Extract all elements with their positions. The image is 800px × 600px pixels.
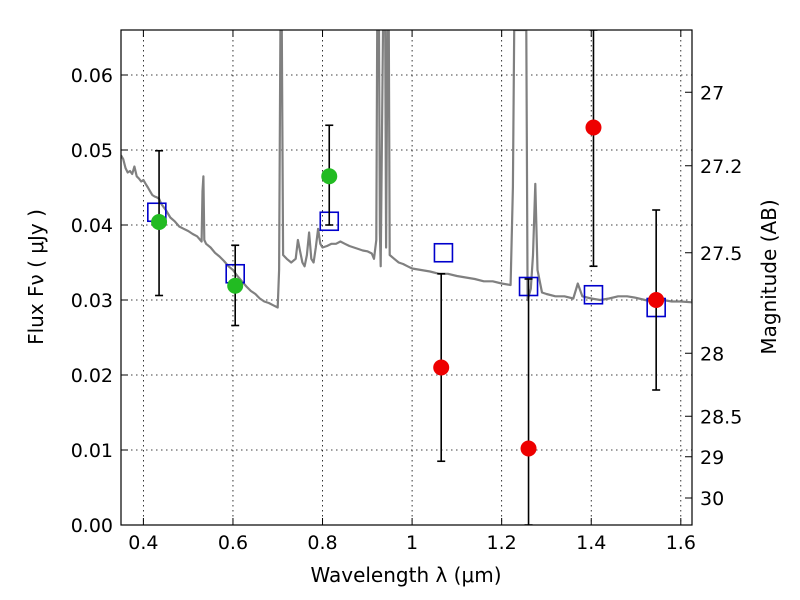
error-bar	[589, 30, 598, 268]
y-tick-label: 0.00	[71, 515, 113, 537]
error-bar	[524, 278, 533, 525]
observed-point	[227, 277, 244, 294]
y-tick-label: 0.02	[71, 365, 113, 387]
grid	[121, 30, 692, 526]
x-tick-label: 1.2	[487, 532, 517, 554]
observed-point	[648, 292, 665, 308]
right-tick-label: 27.2	[700, 156, 742, 178]
observed-point	[151, 214, 168, 230]
model-point	[433, 242, 454, 263]
right-tick-label: 30	[700, 488, 724, 510]
x-tick-label: 1.6	[666, 532, 696, 554]
error-bars	[155, 30, 661, 525]
spectrum-line	[121, 30, 692, 309]
observed-point	[433, 359, 450, 376]
y-tick-label: 0.03	[71, 290, 113, 312]
plot-frame	[120, 29, 693, 526]
x-tick-label: 0.6	[218, 532, 248, 554]
model-points	[147, 202, 666, 318]
y-tick-label: 0.04	[71, 215, 113, 237]
x-tick-label: 1	[406, 532, 418, 554]
observed-point	[520, 440, 537, 457]
right-tick-label: 29	[700, 447, 724, 469]
right-tick-label: 28	[700, 343, 724, 365]
x-axis-title: Wavelength λ (μm)	[310, 563, 501, 587]
y-tick-label: 0.05	[71, 140, 113, 162]
y-tick-label: 0.01	[71, 440, 113, 462]
right-tick-label: 27	[700, 82, 724, 104]
x-tick-label: 0.8	[307, 532, 337, 554]
y-axis-title-right: Magnitude (AB)	[757, 199, 781, 354]
right-tick-label: 27.5	[700, 243, 742, 265]
observed-point	[321, 168, 338, 185]
y-axis-title-left: Flux Fν ( μJy )	[24, 209, 48, 345]
model-point	[583, 284, 604, 305]
observed-points	[151, 119, 665, 457]
right-tick-label: 28.5	[700, 406, 742, 428]
axis-ticks: 0.4 0.6 0.8 1 1.2 1.4 1.6 0.00 0.01 0.02 0.03 0.04 0…	[71, 30, 742, 554]
x-tick-label: 1.4	[576, 532, 606, 554]
x-tick-label: 0.4	[128, 532, 158, 554]
observed-point	[585, 119, 602, 136]
y-tick-label: 0.06	[71, 65, 113, 87]
